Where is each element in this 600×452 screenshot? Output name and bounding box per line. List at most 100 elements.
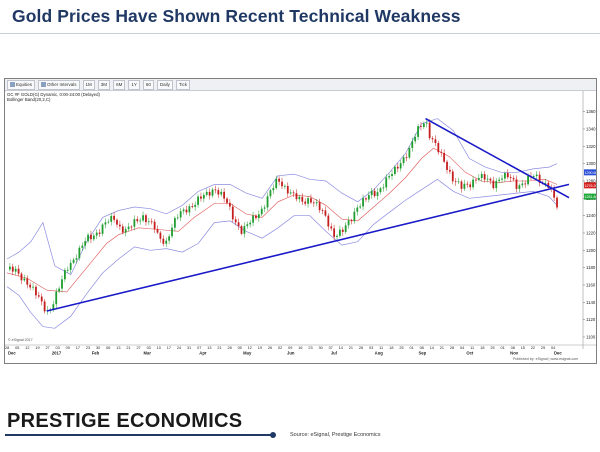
candle-body [200,196,202,199]
toolbar-button-tick[interactable]: Tick [175,79,190,90]
x-day-label: 18 [389,346,393,350]
candle-body [127,226,130,230]
y-tick-label: 1180 [586,265,596,270]
candle-body [92,235,95,240]
indicator-line: Bollinger Band(20,2,C) [7,97,51,102]
candle-body [350,220,353,222]
candle-body [336,235,338,237]
candle-body [315,202,318,204]
candle-body [422,123,425,128]
candle-body [330,226,333,229]
candle-body [136,219,139,222]
candle-body [263,207,266,209]
candle-body [90,234,92,240]
candle-body [179,211,182,218]
candle-body [535,174,538,177]
candle-body [307,198,309,204]
toolbar-button-3m[interactable]: 3M [97,79,111,90]
x-month-label: Dec [554,351,562,356]
x-day-label: 03 [56,346,60,350]
candle-body [463,183,466,189]
candle-body [298,196,301,200]
candle-body [347,220,350,226]
toolbar-button-equities[interactable]: Equities [7,79,36,90]
price-tag-label: 1261.80 [585,195,597,199]
candle-body [327,215,330,227]
toolbar-button-1y[interactable]: 1Y [128,79,140,90]
candle-body [147,221,150,223]
bollinger-upper-band [6,118,558,276]
candle-body [72,259,75,263]
candle-body [312,202,315,204]
candle-body [544,182,547,184]
candle-body [399,163,402,169]
candle-body [304,201,307,204]
x-month-label: Jul [331,351,337,356]
candle-body [176,217,179,219]
x-day-label: 03 [369,346,373,350]
candle-body [43,301,46,312]
candle-body [385,177,388,188]
toolbar-button-6m[interactable]: 6M [113,79,126,90]
chart-toolbar: Equities Other Intervals 1M 3M 6M 1Y 60 … [5,79,596,91]
candle-body [446,161,448,170]
toolbar-button-other-intervals[interactable]: Other Intervals [38,79,80,90]
candle-body [379,188,382,193]
price-tag [584,182,596,189]
candle-body [223,191,226,199]
x-month-label: Oct [466,351,474,356]
candle-body [333,228,336,237]
y-tick-label: 1320 [586,144,596,149]
trendline [46,183,570,312]
candle-body [428,122,431,139]
symbol-line: GC #F GOLD(G) Dynamic, 0:00-24:00 (Delay… [7,92,100,97]
candle-body [460,181,463,189]
candle-body [217,190,220,195]
candle-body [388,176,391,178]
candle-body [301,196,304,202]
candle-body [376,192,379,197]
candle-body [11,266,14,272]
x-day-label: 18 [480,346,484,350]
candle-body [17,268,20,274]
x-day-label: 14 [430,346,434,350]
x-month-label: Feb [92,351,100,356]
candle-body [411,141,414,148]
candle-body [113,215,116,220]
x-day-label: 01 [500,346,504,350]
candle-body [208,191,211,196]
candle-body [434,139,437,144]
toolbar-button-60[interactable]: 60 [142,79,154,90]
x-day-label: 27 [136,346,140,350]
y-tick-label: 1100 [586,335,596,340]
source-note: Source: eSignal, Prestige Economics [290,432,381,438]
candle-body [483,174,486,180]
candle-body [168,236,171,241]
x-day-label: 04 [551,346,555,350]
candle-body [237,222,240,227]
candle-body [370,190,373,196]
candle-body [23,278,26,281]
candle-body [130,226,133,228]
candle-body [472,179,474,188]
toolbar-button-daily[interactable]: Daily [156,79,173,90]
x-day-label: 17 [76,346,80,350]
x-day-label: 13 [116,346,120,350]
x-month-label: Mar [144,351,152,356]
candle-body [495,180,498,189]
candle-body [538,174,541,183]
candle-body [162,238,165,244]
price-tag [584,169,596,176]
candle-body [382,187,385,189]
candle-body [489,178,492,181]
x-month-label: Apr [199,351,207,356]
x-day-label: 02 [278,346,282,350]
x-day-label: 05 [238,346,242,350]
x-day-label: 08 [511,346,515,350]
x-day-label: 17 [167,346,171,350]
x-day-label: 11 [470,346,474,350]
equities-icon [10,82,15,87]
candle-body [532,176,535,177]
toolbar-button-1m[interactable]: 1M [82,79,95,90]
x-day-label: 25 [490,346,494,350]
